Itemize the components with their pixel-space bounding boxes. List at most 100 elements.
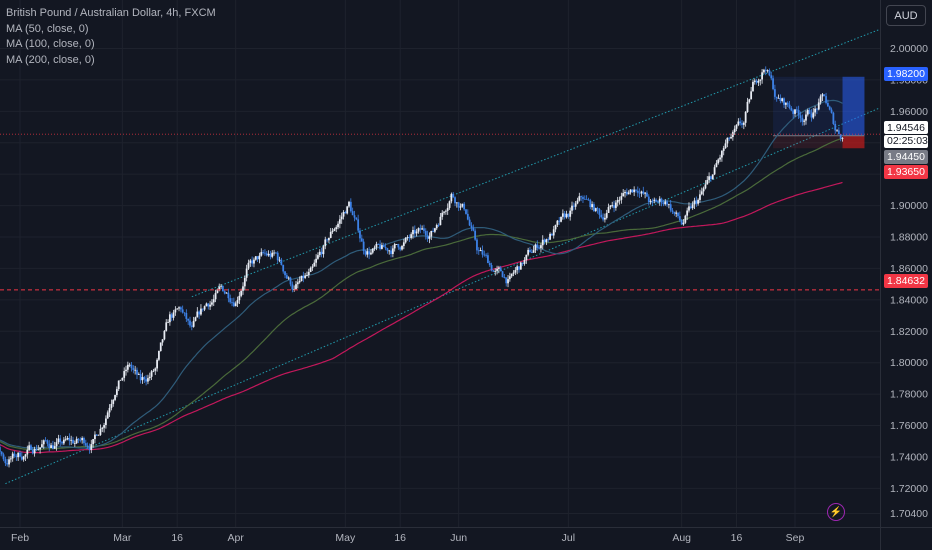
candle xyxy=(106,410,109,419)
candle-body xyxy=(37,449,40,451)
candle xyxy=(262,249,265,255)
candle xyxy=(84,439,87,447)
x-tick-label: Jun xyxy=(450,532,467,544)
candle-body xyxy=(688,206,690,211)
currency-button[interactable]: AUD xyxy=(886,5,926,26)
candle xyxy=(527,247,530,257)
candle xyxy=(474,228,477,241)
candle xyxy=(198,310,201,319)
candle xyxy=(742,121,745,130)
candle xyxy=(839,134,842,142)
candle xyxy=(348,200,350,208)
candle-body xyxy=(768,70,771,76)
candle xyxy=(207,303,210,310)
candle-body xyxy=(620,196,623,200)
y-tick-label: 1.78000 xyxy=(890,389,928,401)
candle xyxy=(247,259,250,270)
candle-body xyxy=(428,236,431,239)
candle xyxy=(455,202,458,208)
candle xyxy=(274,251,277,254)
candle-body xyxy=(148,376,151,379)
candle-body xyxy=(582,197,584,199)
candle-body xyxy=(519,262,522,270)
candle xyxy=(225,292,228,294)
candle xyxy=(525,254,528,264)
candle-body xyxy=(262,252,265,253)
candle xyxy=(267,250,270,257)
x-tick-label: Feb xyxy=(11,532,29,544)
candle-body xyxy=(598,209,601,215)
candle xyxy=(529,246,531,253)
candle xyxy=(150,370,153,381)
candle xyxy=(675,210,678,218)
candle xyxy=(558,217,561,225)
candle-body xyxy=(313,262,316,267)
candle-body xyxy=(242,286,244,291)
candle xyxy=(669,199,672,213)
x-tick-label: Mar xyxy=(113,532,132,544)
candle xyxy=(295,280,297,290)
candle-body xyxy=(430,230,433,237)
candle-body xyxy=(653,199,656,201)
candle xyxy=(99,424,102,436)
candle xyxy=(649,199,652,205)
candle xyxy=(412,226,414,239)
candle-body xyxy=(508,276,511,280)
candle xyxy=(596,206,599,214)
candle xyxy=(8,456,10,468)
candle-body xyxy=(741,123,743,125)
candle xyxy=(755,78,758,85)
lightning-icon[interactable]: ⚡ xyxy=(827,503,845,521)
candle xyxy=(393,242,396,252)
candle xyxy=(90,439,93,454)
candle-body xyxy=(472,227,475,231)
candle xyxy=(463,202,466,211)
candle-body xyxy=(752,81,754,92)
candle-body xyxy=(494,270,497,272)
candle xyxy=(788,100,791,110)
candle xyxy=(585,195,588,200)
candle-body xyxy=(249,260,252,263)
candle-body xyxy=(410,234,413,238)
target-zone-past xyxy=(773,76,843,136)
candle xyxy=(678,211,681,223)
candle-body xyxy=(19,452,21,457)
candle-body xyxy=(75,438,78,444)
candle-body xyxy=(0,447,1,452)
candle-body xyxy=(602,217,604,220)
candle xyxy=(536,240,539,251)
candle xyxy=(211,299,213,307)
candle xyxy=(560,216,562,223)
candle-body xyxy=(808,110,811,114)
candle-body xyxy=(589,199,592,208)
candle xyxy=(521,262,524,266)
candle xyxy=(42,439,45,449)
candle-body xyxy=(684,215,687,223)
candle xyxy=(408,234,411,243)
candle xyxy=(735,124,738,132)
candle xyxy=(790,106,793,112)
candle-body xyxy=(136,369,138,375)
candle xyxy=(119,379,122,381)
candle-body xyxy=(614,202,617,208)
candle-body xyxy=(291,284,294,290)
candle xyxy=(31,446,34,455)
candle-body xyxy=(276,252,279,261)
candle-body xyxy=(797,110,800,116)
candle-body xyxy=(368,251,371,255)
candle xyxy=(189,316,191,328)
chart-grid xyxy=(0,0,880,527)
candle xyxy=(371,247,374,255)
candle xyxy=(220,284,222,289)
candle xyxy=(134,365,137,375)
candle xyxy=(309,266,312,273)
candle xyxy=(271,250,274,259)
candle xyxy=(616,196,619,207)
candle xyxy=(170,312,173,322)
candle xyxy=(236,296,239,307)
candle xyxy=(772,75,774,91)
candle xyxy=(604,213,606,223)
candle-body xyxy=(30,445,32,450)
candle xyxy=(750,86,753,100)
